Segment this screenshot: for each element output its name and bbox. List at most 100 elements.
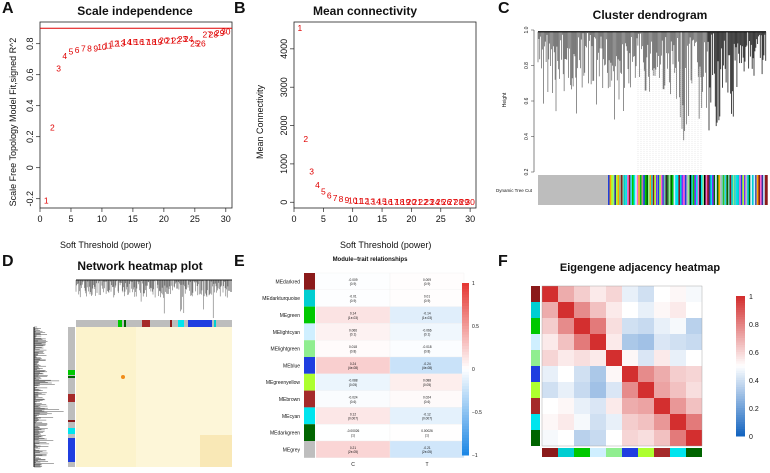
panel-c-track-segment xyxy=(654,175,656,205)
panel-f-cell xyxy=(670,414,686,430)
panel-c-track-segment xyxy=(619,175,621,205)
panel-f-cell xyxy=(542,350,558,366)
panel-d-left-bar-seg xyxy=(68,438,75,462)
panel-e-row-color xyxy=(304,357,315,374)
panel-e-cell-pvalue: (0.9) xyxy=(424,282,431,286)
panel-f-legend-step xyxy=(736,394,745,397)
panel-e-legend-step xyxy=(462,380,469,384)
panel-f-legend-step xyxy=(736,340,745,344)
panel-e-cell-pvalue: (2e-05) xyxy=(348,450,358,454)
panel-f-cell xyxy=(638,398,654,414)
panel-c-track-segment xyxy=(731,175,734,205)
panel-e-legend-step xyxy=(462,423,469,427)
panel-f-cell xyxy=(606,286,622,302)
panel-f-cell xyxy=(606,398,622,414)
panel-f-cell xyxy=(654,286,670,302)
panel-a-point-label: 17 xyxy=(141,37,151,47)
panel-c-track-segment xyxy=(742,175,744,205)
panel-e-cell-value: -0.01 xyxy=(349,295,356,299)
panel-e-cell-value: 0.12 xyxy=(350,412,356,416)
panel-e-row-label: MEgreen xyxy=(280,313,301,319)
panel-c-track-segment xyxy=(662,175,664,205)
panel-f-legend-step xyxy=(736,412,745,416)
panel-f-col-color xyxy=(686,448,702,457)
panel-e-row-label: MEdarkgreen xyxy=(270,431,300,437)
panel-f-legend-step xyxy=(736,408,745,411)
panel-b-xtick-label: 0 xyxy=(291,214,296,224)
panel-b-point-label: 26 xyxy=(442,197,452,207)
panel-f-cell xyxy=(622,382,638,398)
panel-e-cell-value: 0.066 xyxy=(349,328,357,332)
panel-f-legend-step xyxy=(736,314,745,318)
panel-c-leaves xyxy=(537,31,767,141)
panel-f-col-color xyxy=(638,448,654,457)
panel-a-xtick-label: 30 xyxy=(221,214,231,224)
panel-e-row-label: MEdarkturquoise xyxy=(262,296,300,302)
panel-c-track-segment xyxy=(680,175,684,205)
panel-b-point-label: 6 xyxy=(327,191,332,201)
panel-c-track-segment xyxy=(638,175,640,205)
panel-c-track-segment xyxy=(740,175,743,205)
panel-f-legend-tick: 0 xyxy=(749,434,753,441)
panel-f-cell xyxy=(638,302,654,318)
panel-f-legend-step xyxy=(736,347,745,351)
panel-f-cell xyxy=(558,430,574,446)
panel-e-cell-value: -0.24 xyxy=(423,362,430,366)
panel-f-legend-step xyxy=(736,382,745,386)
panel-e-row-color xyxy=(304,424,315,441)
panel-b-point-label: 2 xyxy=(303,134,308,144)
panel-b-xtick-label: 30 xyxy=(465,214,475,224)
panel-c-track-segment xyxy=(665,175,667,205)
panel-f-legend-step xyxy=(736,384,745,388)
panel-a-point-label: 1 xyxy=(44,195,49,205)
panel-f-legend-step xyxy=(736,405,745,409)
panel-f-cell xyxy=(654,318,670,334)
panel-d-top-bar-bg xyxy=(76,320,232,327)
panel-e-row-label: MEgreenyellow xyxy=(266,380,301,386)
panel-f-legend-step xyxy=(736,419,745,423)
panel-e-legend-step xyxy=(462,374,469,379)
panel-a-point-label: 20 xyxy=(159,36,169,46)
panel-c-track-segment xyxy=(652,175,655,205)
panel-f-cell xyxy=(670,350,686,366)
panel-e-cell-value: -0.00026 xyxy=(347,429,360,433)
panel-e-legend-step xyxy=(462,377,469,381)
panel-f-legend-tick: 0.8 xyxy=(749,322,759,329)
panel-c-ytick-label: 0.6 xyxy=(524,97,530,104)
panel-d-top-bar-seg xyxy=(142,320,150,327)
panel-a-xtick-label: 25 xyxy=(190,214,200,224)
panel-c-track-segment xyxy=(736,175,739,205)
panel-f-legend-step xyxy=(736,356,745,360)
panel-b-point-label: 17 xyxy=(389,197,399,207)
panel-c-track-segment xyxy=(659,175,662,205)
panel-f-cell xyxy=(606,350,622,366)
panel-f-row-color xyxy=(531,318,540,334)
panel-c-track-segment xyxy=(750,175,753,205)
panel-f-cell xyxy=(574,350,590,366)
panel-c-track-segment xyxy=(608,175,611,205)
panel-f-legend-step xyxy=(736,333,745,337)
panel-e-legend-step xyxy=(462,371,469,376)
panel-c-track-segment xyxy=(676,175,680,205)
panel-e-row-label: MEbrown xyxy=(279,397,300,403)
panel-e-legend-step xyxy=(462,414,469,419)
panel-f-legend-step xyxy=(736,300,745,304)
panel-f-col-color xyxy=(654,448,670,457)
panel-f-cell xyxy=(638,318,654,334)
panel-e-cell-value: -0.21 xyxy=(423,446,430,450)
panel-f-cell xyxy=(622,302,638,318)
panel-f-legend-step xyxy=(736,319,745,323)
panel-c-track-segment xyxy=(668,175,672,205)
panel-e-legend-step xyxy=(462,291,469,295)
panel-f-legend-step xyxy=(736,298,745,302)
panel-e-legend-step xyxy=(462,343,469,347)
panel-f-cell xyxy=(638,286,654,302)
panel-f-row-color xyxy=(531,302,540,318)
panel-e-legend-step xyxy=(462,369,469,373)
panel-f-legend-step xyxy=(736,433,745,437)
panel-letter-d: D xyxy=(2,253,14,270)
panel-a-point-label: 21 xyxy=(165,36,175,46)
panel-f-cell xyxy=(686,430,702,446)
panel-c-track-segment xyxy=(633,175,637,205)
panel-c-track-segment xyxy=(720,175,723,205)
